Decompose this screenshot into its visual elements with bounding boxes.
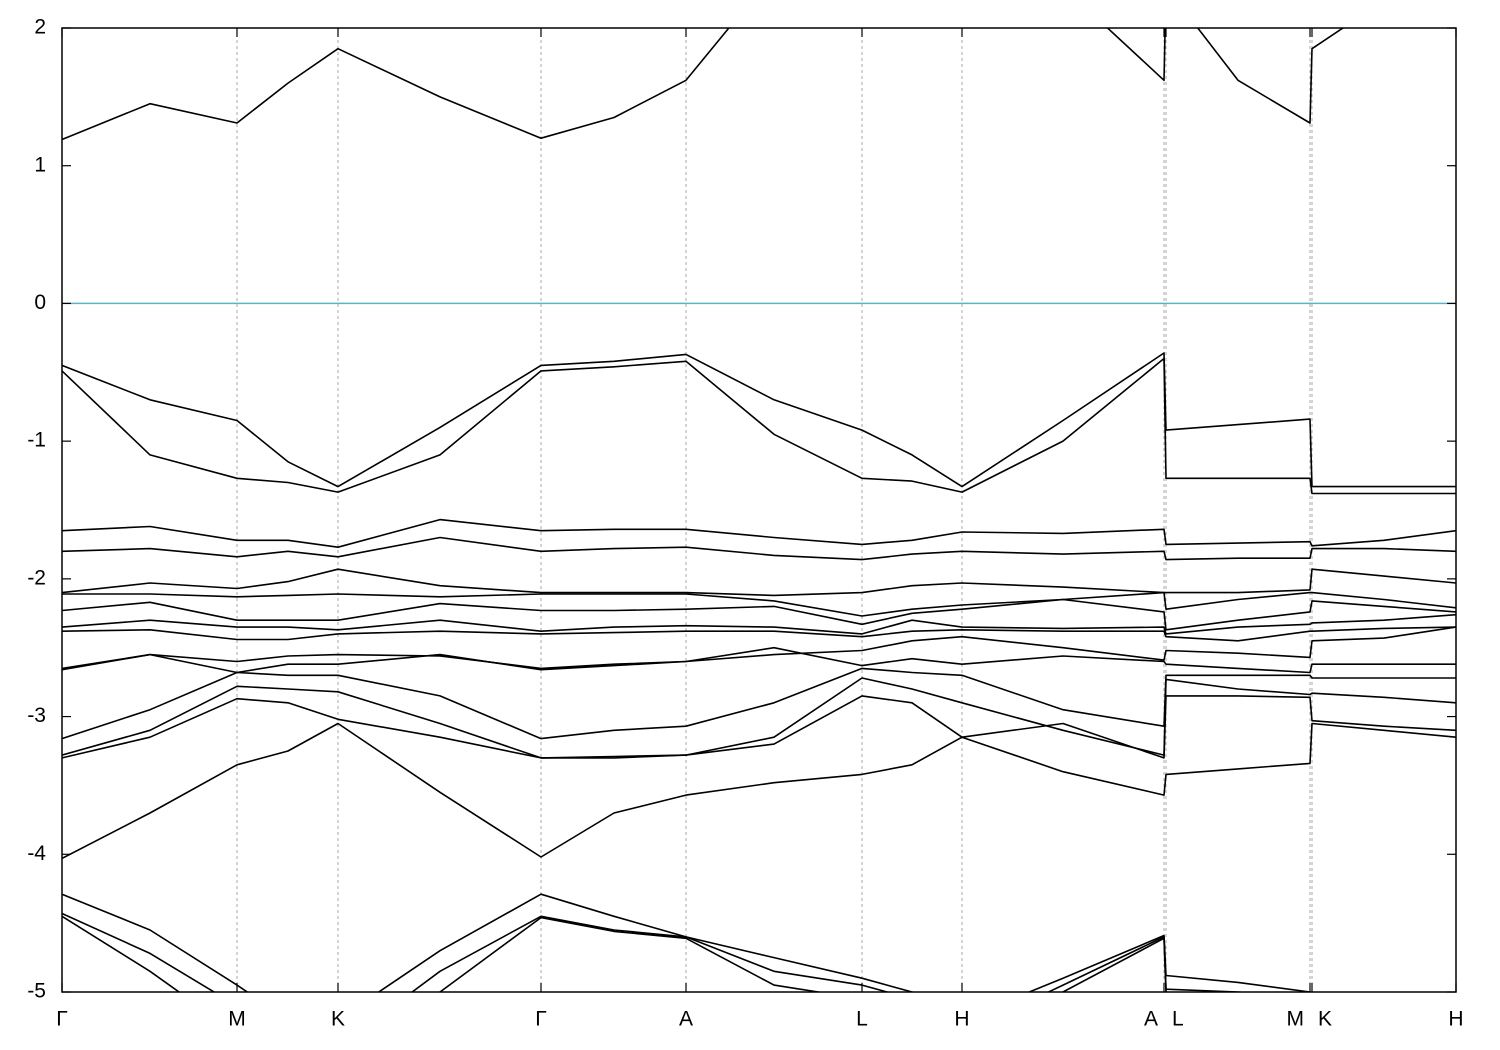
band-line — [62, 722, 1456, 860]
y-tick-label: -1 — [27, 429, 46, 452]
band-line — [62, 536, 1456, 561]
band-line — [62, 591, 1456, 617]
x-tick-label: L — [1172, 1008, 1184, 1031]
band-line — [62, 518, 1456, 548]
x-tick-label: H — [954, 1008, 969, 1031]
band-line — [62, 568, 1456, 597]
x-tick-label: M — [228, 1008, 246, 1031]
band-line — [62, 893, 1311, 992]
band-line — [62, 613, 1456, 635]
y-tick-label: -3 — [27, 704, 46, 727]
y-tick-label: 2 — [34, 16, 46, 39]
grid — [236, 28, 1313, 992]
x-tick-label: A — [679, 1008, 693, 1031]
x-tick-label: A — [1144, 1008, 1158, 1031]
plot-frame — [61, 27, 1457, 993]
x-tick-label: K — [1318, 1008, 1332, 1031]
band-line — [62, 695, 1456, 759]
x-tick-label: M — [1287, 1008, 1305, 1031]
band-line — [62, 357, 1456, 495]
band-line — [62, 626, 1456, 642]
y-tick-label: -4 — [27, 842, 46, 865]
y-tick-label: -5 — [27, 980, 46, 1003]
y-tick-label: -2 — [27, 566, 46, 589]
y-tick-label: 0 — [34, 291, 46, 314]
y-tick-label: 1 — [34, 153, 46, 176]
band-line — [62, 677, 1456, 759]
x-tick-label: Γ — [535, 1008, 547, 1031]
bands — [62, 28, 1456, 992]
band-line — [62, 646, 1456, 674]
band-line — [62, 626, 1456, 670]
band-line — [62, 667, 1456, 740]
x-tick-label: H — [1448, 1008, 1463, 1031]
band-line — [62, 28, 1345, 141]
x-tick-label: Γ — [56, 1008, 68, 1031]
band-line — [62, 352, 1456, 488]
x-tick-label: L — [856, 1008, 868, 1031]
band-line — [62, 598, 1456, 631]
x-tick-label: K — [331, 1008, 345, 1031]
